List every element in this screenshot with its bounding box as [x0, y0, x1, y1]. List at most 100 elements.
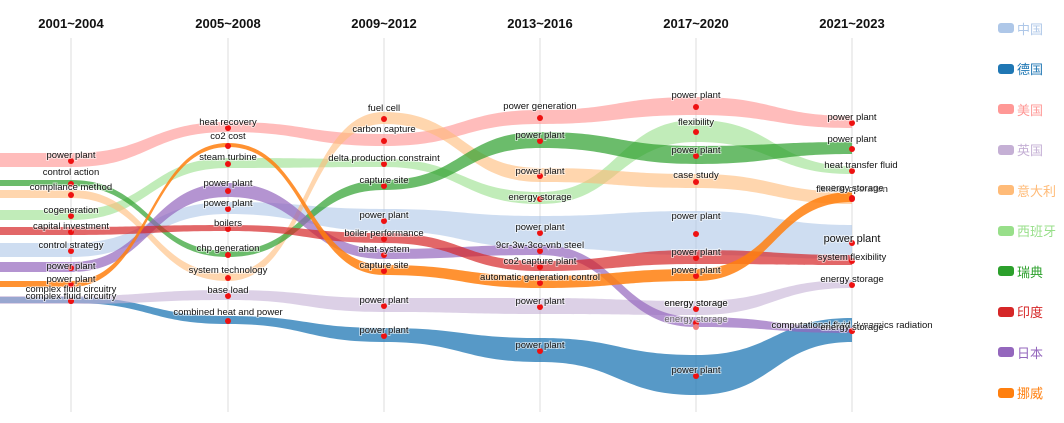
keyword-point[interactable] — [849, 146, 855, 152]
keyword-point[interactable] — [693, 324, 699, 330]
keyword-label: automatic generation control — [480, 272, 600, 283]
keyword-point[interactable] — [68, 192, 74, 198]
keyword-point[interactable] — [537, 196, 543, 202]
keyword-label: power plant — [359, 210, 408, 221]
keyword-point[interactable] — [381, 138, 387, 144]
keyword-label: 9cr-3w-3co-vnb steel — [496, 240, 584, 251]
keyword-point[interactable] — [849, 282, 855, 288]
keyword-point[interactable] — [537, 138, 543, 144]
keyword-point[interactable] — [225, 125, 231, 131]
keyword-point[interactable] — [225, 206, 231, 212]
keyword-point[interactable] — [381, 218, 387, 224]
keyword-label: co2 capture plant — [504, 256, 577, 267]
keyword-label: flexible operation — [816, 184, 888, 195]
keyword-label: energy storage — [508, 192, 571, 203]
keyword-point[interactable] — [537, 280, 543, 286]
keyword-point[interactable] — [693, 306, 699, 312]
keyword-point[interactable] — [68, 298, 74, 304]
keyword-point[interactable] — [68, 213, 74, 219]
keyword-point[interactable] — [68, 265, 74, 271]
legend-item[interactable]: 美国 — [998, 99, 1064, 120]
keyword-point[interactable] — [693, 273, 699, 279]
keyword-point[interactable] — [381, 333, 387, 339]
flow-中国 — [0, 202, 852, 259]
keyword-points — [68, 104, 855, 379]
keyword-label: power plant — [671, 365, 720, 376]
keyword-label: power plant — [671, 265, 720, 276]
keyword-point[interactable] — [381, 161, 387, 167]
keyword-point[interactable] — [68, 248, 74, 254]
keyword-point[interactable] — [693, 255, 699, 261]
keyword-label: ahat system — [358, 244, 409, 255]
keyword-point[interactable] — [849, 240, 855, 246]
keyword-point[interactable] — [225, 252, 231, 258]
keyword-point[interactable] — [381, 268, 387, 274]
legend-swatch — [998, 225, 1014, 236]
keyword-point[interactable] — [849, 120, 855, 126]
keyword-point[interactable] — [381, 183, 387, 189]
keyword-point[interactable] — [225, 275, 231, 281]
keyword-point[interactable] — [537, 173, 543, 179]
keyword-point[interactable] — [849, 168, 855, 174]
keyword-label: power plant — [203, 178, 252, 189]
keyword-point[interactable] — [537, 115, 543, 121]
keyword-point[interactable] — [849, 258, 855, 264]
legend-item[interactable]: 德国 — [998, 59, 1064, 80]
keyword-point[interactable] — [381, 236, 387, 242]
keyword-point[interactable] — [693, 231, 699, 237]
legend-item[interactable]: 英国 — [998, 140, 1064, 161]
legend-label: 德国 — [1017, 63, 1044, 79]
keyword-point[interactable] — [537, 248, 543, 254]
keyword-label: control action — [43, 167, 100, 178]
legend-item[interactable]: 意大利 — [998, 180, 1064, 201]
keyword-point[interactable] — [68, 229, 74, 235]
keyword-label: flexibility — [678, 117, 714, 128]
keyword-point[interactable] — [537, 230, 543, 236]
keyword-point[interactable] — [68, 181, 74, 187]
period-header: 2021~2023 — [819, 16, 884, 31]
keyword-label: power plant — [671, 90, 720, 101]
keyword-label: heat recovery — [199, 117, 257, 128]
legend-swatch — [998, 266, 1014, 277]
country-flows — [0, 97, 852, 395]
keyword-point[interactable] — [537, 304, 543, 310]
keyword-point[interactable] — [537, 348, 543, 354]
keyword-point[interactable] — [225, 226, 231, 232]
keyword-point[interactable] — [225, 318, 231, 324]
keyword-point[interactable] — [225, 143, 231, 149]
keyword-point[interactable] — [381, 116, 387, 122]
legend-swatch — [998, 23, 1014, 34]
keyword-point[interactable] — [693, 104, 699, 110]
flow-美国 — [0, 97, 852, 167]
keyword-label: energy storage — [664, 298, 727, 309]
legend-item[interactable]: 挪威 — [998, 383, 1064, 404]
keyword-label: capital investment — [33, 221, 109, 232]
legend-item[interactable]: 西班牙 — [998, 221, 1064, 242]
keyword-point[interactable] — [693, 129, 699, 135]
keyword-point[interactable] — [849, 328, 855, 334]
period-header: 2013~2016 — [507, 16, 572, 31]
legend-item[interactable]: 瑞典 — [998, 261, 1064, 282]
keyword-point[interactable] — [381, 252, 387, 258]
keyword-point[interactable] — [68, 158, 74, 164]
keyword-label: control strategy — [39, 240, 104, 251]
keyword-label: power generation — [503, 101, 576, 112]
keyword-label: power plant — [515, 296, 564, 307]
keyword-point[interactable] — [849, 195, 855, 201]
keyword-point[interactable] — [537, 264, 543, 270]
keyword-point[interactable] — [693, 179, 699, 185]
legend-item[interactable]: 日本 — [998, 342, 1064, 363]
legend-label: 美国 — [1017, 103, 1044, 119]
legend-item[interactable]: 印度 — [998, 302, 1064, 323]
keyword-point[interactable] — [68, 282, 74, 288]
keyword-point[interactable] — [693, 373, 699, 379]
keyword-point[interactable] — [225, 161, 231, 167]
keyword-label: complex fluid circuitry — [26, 284, 117, 295]
keyword-point[interactable] — [225, 293, 231, 299]
keyword-point[interactable] — [693, 153, 699, 159]
keyword-point[interactable] — [225, 188, 231, 194]
legend-label: 意大利 — [1017, 184, 1057, 200]
keyword-point[interactable] — [381, 303, 387, 309]
legend-item[interactable]: 中国 — [998, 18, 1064, 39]
